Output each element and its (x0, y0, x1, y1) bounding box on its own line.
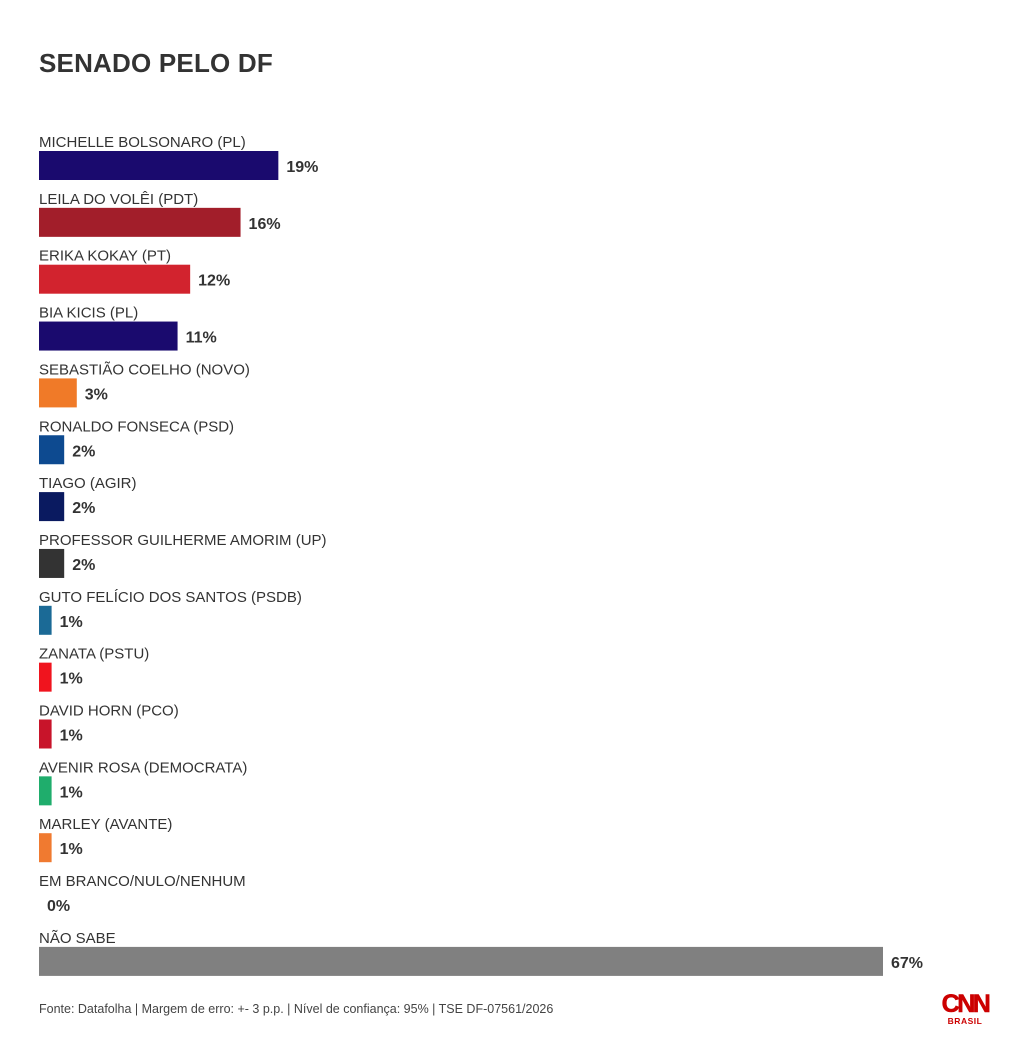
value-label: 2% (72, 443, 95, 460)
bar (39, 264, 191, 294)
value-label: 11% (186, 330, 217, 347)
value-label: 2% (72, 557, 95, 574)
category-label: NÃO SABE (39, 930, 116, 947)
category-label: GUTO FELÍCIO DOS SANTOS (PSDB) (39, 589, 302, 606)
value-label: 19% (286, 159, 318, 176)
value-label: 0% (47, 898, 70, 915)
bar (39, 776, 52, 806)
category-label: MARLEY (AVANTE) (39, 816, 172, 833)
category-label: EM BRANCO/NULO/NENHUM (39, 873, 246, 890)
value-label: 1% (60, 671, 83, 688)
category-label: ERIKA KOKAY (PT) (39, 248, 171, 265)
bar (39, 719, 52, 749)
category-label: DAVID HORN (PCO) (39, 703, 179, 720)
category-label: RONALDO FONSECA (PSD) (39, 418, 234, 435)
bar (39, 662, 52, 692)
value-label: 3% (85, 386, 108, 403)
category-label: LEILA DO VOLÊI (PDT) (39, 191, 198, 208)
value-label: 12% (198, 273, 230, 290)
category-label: TIAGO (AGIR) (39, 475, 137, 492)
category-label: MICHELLE BOLSONARO (PL) (39, 134, 246, 151)
chart-title: SENADO PELO DF (39, 48, 273, 78)
bar (39, 151, 279, 180)
value-label: 1% (60, 784, 83, 801)
bar (39, 321, 178, 351)
bar (39, 378, 77, 408)
source-footer: Fonte: Datafolha | Margem de erro: +- 3 … (39, 1002, 554, 1016)
bar (39, 492, 65, 522)
bar (39, 207, 241, 237)
bar (39, 435, 65, 465)
category-label: BIA KICIS (PL) (39, 305, 138, 322)
value-label: 1% (60, 841, 83, 858)
category-label: ZANATA (PSTU) (39, 646, 149, 663)
cnn-brasil-logo: CNN BRASIL (941, 990, 992, 1026)
value-label: 1% (60, 728, 83, 745)
value-label: 16% (249, 216, 281, 233)
value-label: 2% (72, 500, 95, 517)
category-label: PROFESSOR GUILHERME AMORIM (UP) (39, 532, 327, 549)
category-label: AVENIR ROSA (DEMOCRATA) (39, 759, 247, 776)
svg-text:CNN: CNN (942, 990, 990, 1018)
bar (39, 605, 52, 635)
bar (39, 548, 65, 578)
value-label: 67% (891, 955, 923, 972)
value-label: 1% (60, 614, 83, 631)
bar (39, 833, 52, 863)
svg-text:BRASIL: BRASIL (948, 1016, 983, 1026)
category-label: SEBASTIÃO COELHO (NOVO) (39, 361, 250, 378)
bar (39, 946, 883, 976)
